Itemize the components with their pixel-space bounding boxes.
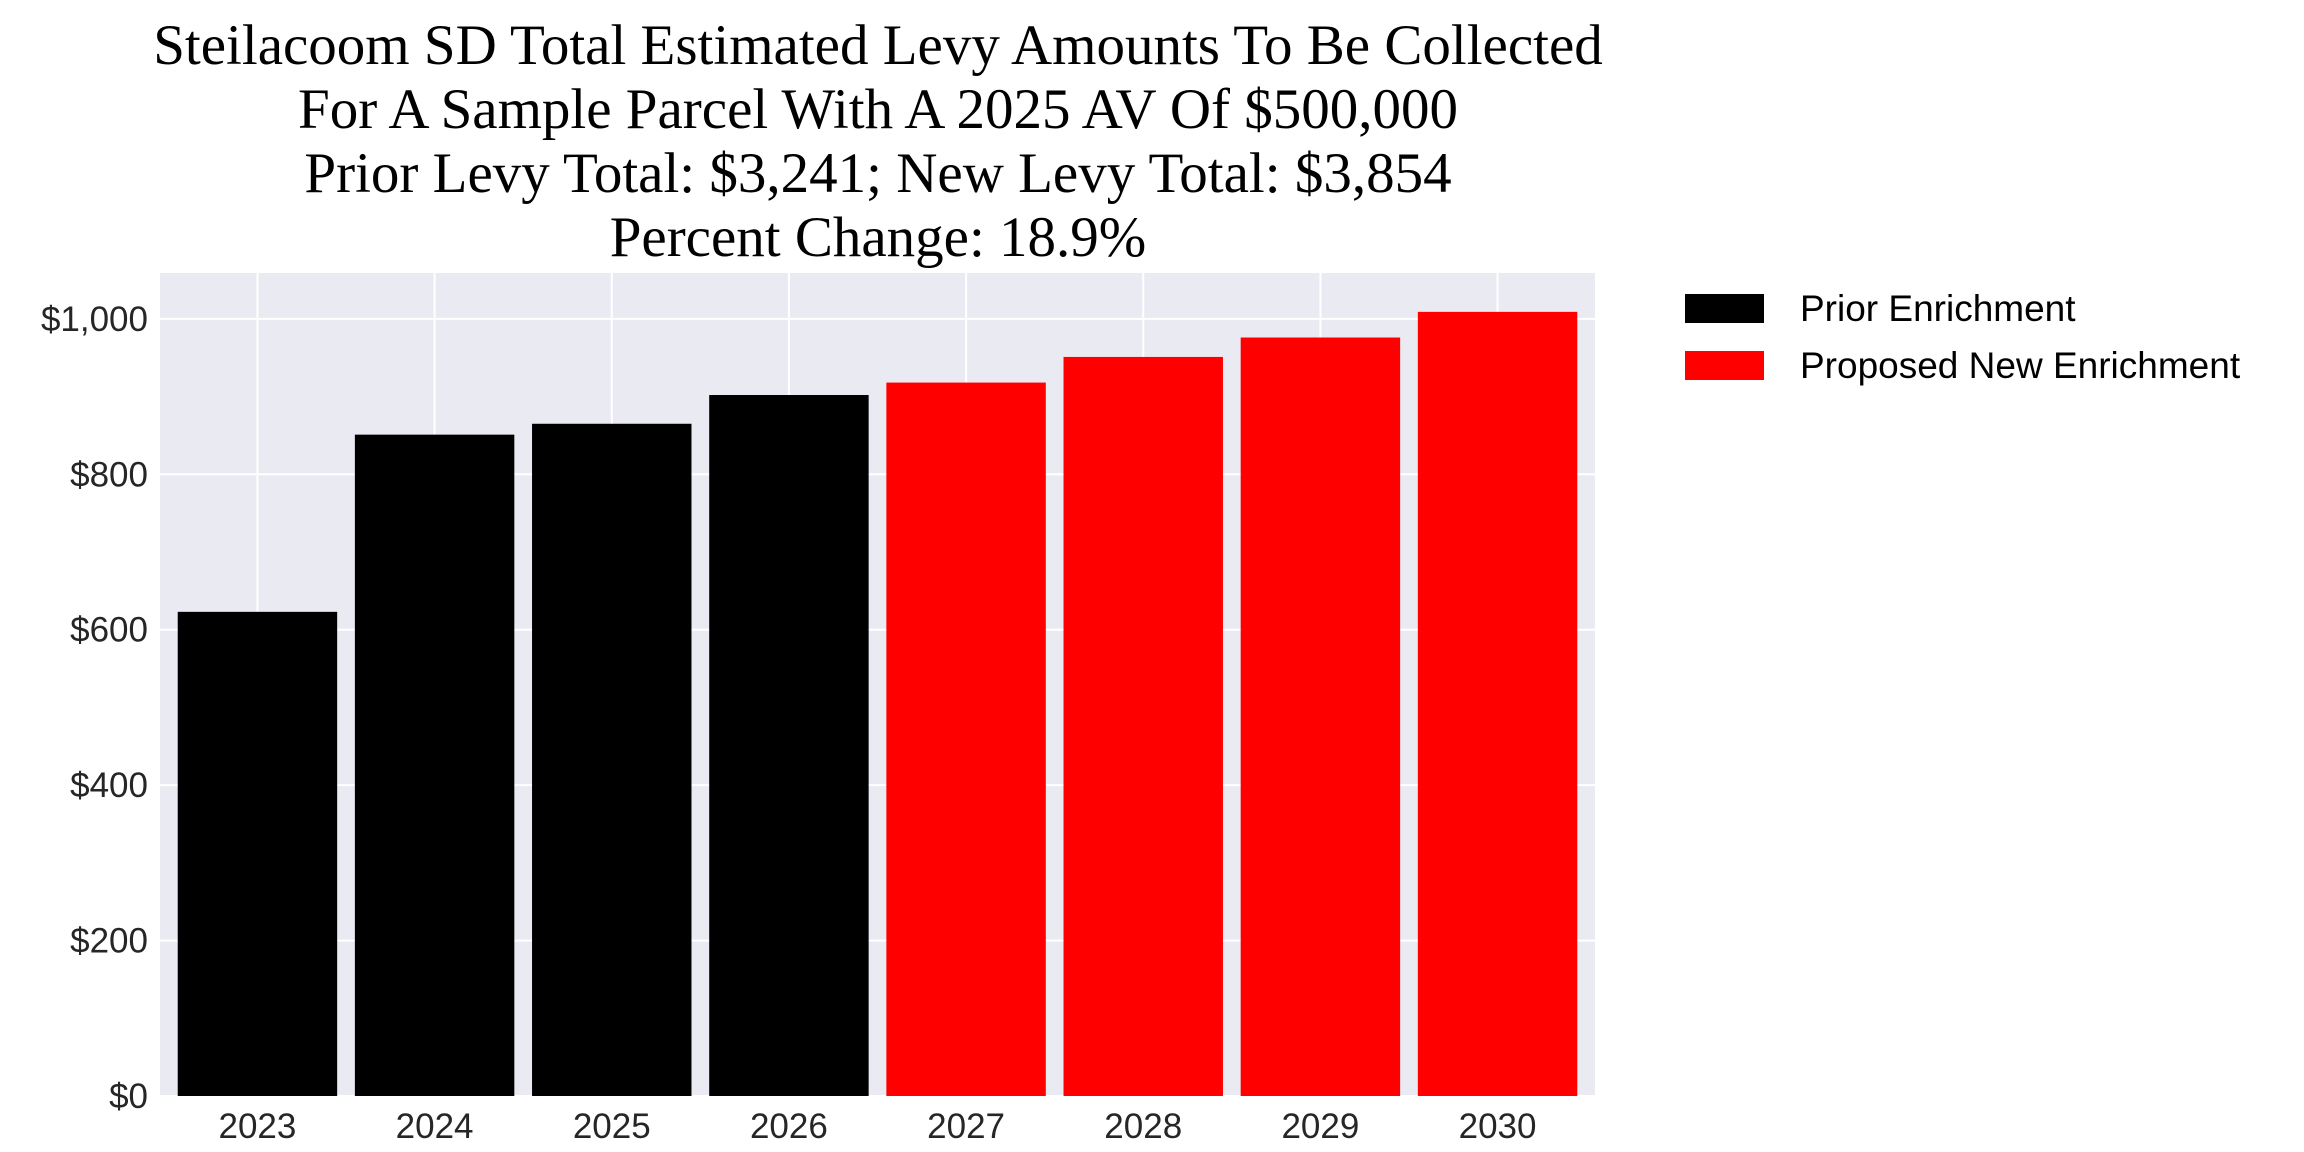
legend-swatch-prior bbox=[1685, 294, 1764, 323]
bar-2029 bbox=[1240, 337, 1401, 1096]
title-line-2: For A Sample Parcel With A 2025 AV Of $5… bbox=[298, 78, 1458, 141]
x-tick-label: 2023 bbox=[219, 1107, 297, 1146]
x-tick-label: 2024 bbox=[396, 1107, 474, 1146]
y-tick-label: $600 bbox=[70, 611, 148, 650]
x-tick-label: 2026 bbox=[750, 1107, 828, 1146]
bar-2027 bbox=[886, 382, 1046, 1097]
y-tick-label: $800 bbox=[70, 455, 148, 494]
title-line-3: Prior Levy Total: $3,241; New Levy Total… bbox=[304, 142, 1452, 205]
x-tick-label: 2030 bbox=[1459, 1107, 1537, 1146]
legend-label-proposed: Proposed New Enrichment bbox=[1800, 344, 2241, 386]
title-line-4: Percent Change: 18.9% bbox=[609, 206, 1147, 269]
y-tick-label: $1,000 bbox=[41, 300, 148, 339]
legend-swatch-proposed bbox=[1685, 351, 1764, 380]
legend: Prior Enrichment Proposed New Enrichment bbox=[1685, 280, 2240, 394]
bar-2025 bbox=[532, 423, 692, 1097]
legend-item-proposed: Proposed New Enrichment bbox=[1685, 337, 2240, 394]
x-tick-label: 2025 bbox=[573, 1107, 651, 1146]
bar-2028 bbox=[1063, 356, 1223, 1096]
legend-item-prior: Prior Enrichment bbox=[1685, 280, 2240, 337]
y-tick-label: $400 bbox=[70, 766, 148, 805]
bar-2024 bbox=[354, 434, 515, 1096]
title-line-1: Steilacoom SD Total Estimated Levy Amoun… bbox=[153, 14, 1603, 77]
y-tick-label: $0 bbox=[109, 1077, 148, 1116]
chart-title: Steilacoom SD Total Estimated Levy Amoun… bbox=[0, 14, 1756, 270]
bar-2023 bbox=[177, 611, 338, 1096]
bar-2026 bbox=[709, 395, 869, 1096]
x-tick-label: 2027 bbox=[927, 1107, 1005, 1146]
legend-label-prior: Prior Enrichment bbox=[1800, 287, 2076, 329]
x-tick-label: 2029 bbox=[1281, 1107, 1359, 1146]
x-tick-label: 2028 bbox=[1104, 1107, 1182, 1146]
bar-2030 bbox=[1417, 311, 1578, 1096]
y-tick-label: $200 bbox=[70, 922, 148, 961]
